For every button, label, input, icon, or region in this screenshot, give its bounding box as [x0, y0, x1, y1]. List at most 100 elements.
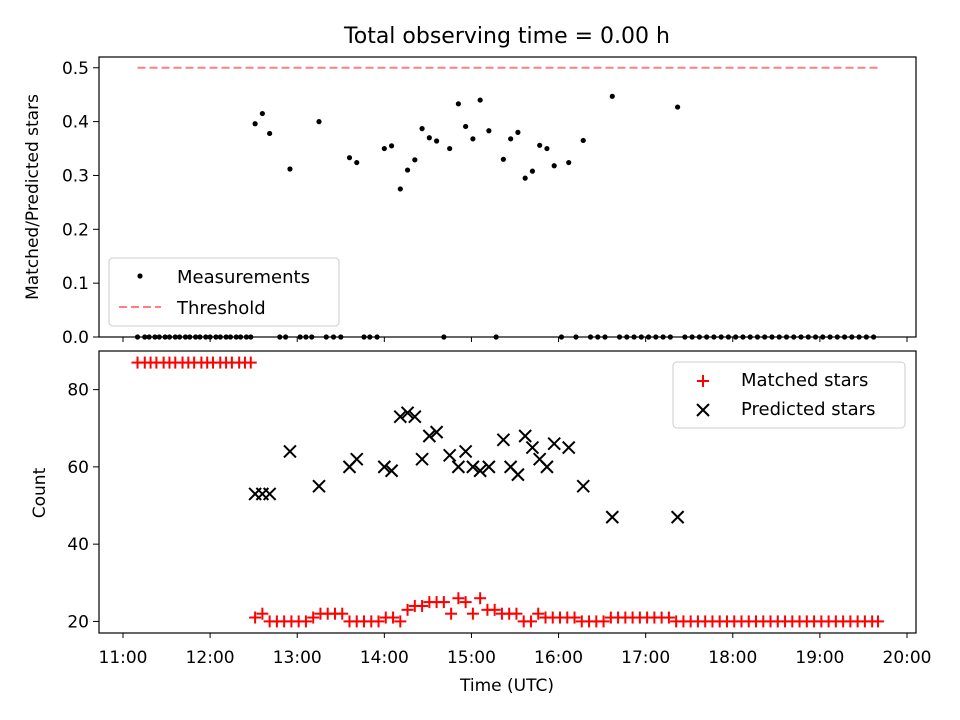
matched-stars-point [524, 615, 537, 628]
top-ylabel: Matched/Predicted stars [23, 94, 43, 300]
matched-stars-point [416, 599, 429, 612]
measurement-point [412, 157, 418, 163]
x-tick-label: 17:00 [621, 648, 670, 668]
predicted-stars-point [511, 467, 525, 482]
matched-stars-point [871, 615, 884, 628]
y-tick-label: 40 [67, 535, 89, 555]
bottom-legend-matched-label: Matched stars [741, 370, 868, 391]
measurement-point [515, 129, 521, 135]
predicted-stars-point [442, 448, 457, 463]
predicted-stars-point [466, 460, 480, 474]
measurement-point [388, 143, 395, 149]
measurement-point [486, 128, 492, 134]
matched-stars-point [336, 607, 349, 620]
predicted-stars-point [562, 440, 576, 455]
predicted-stars-point [473, 464, 487, 478]
x-tick-label: 13:00 [273, 648, 322, 668]
predicted-stars-point [429, 425, 444, 439]
bottom-legend-predicted-marker [696, 403, 710, 417]
y-tick-label: 60 [67, 458, 89, 478]
predicted-stars-point [451, 460, 466, 474]
y-tick-label: 0.4 [62, 113, 89, 133]
bottom-plot-frame [98, 350, 917, 634]
measurement-point [675, 104, 681, 110]
matched-stars-point [445, 607, 458, 620]
measurement-point [287, 166, 293, 172]
measurement-point [354, 159, 360, 166]
matched-stars-point [597, 615, 610, 628]
x-tick-label: 12:00 [186, 648, 235, 668]
measurement-point [463, 123, 469, 130]
measurement-point [609, 93, 615, 99]
predicted-stars-point [525, 440, 540, 455]
bottom-legend-predicted-label: Predicted stars [741, 399, 875, 420]
measurement-point [508, 136, 514, 142]
top-legend-measurements-marker [137, 273, 143, 279]
y-tick-label: 0.2 [62, 220, 89, 240]
measurement-point [529, 168, 536, 174]
predicted-stars-point [458, 444, 473, 459]
matched-stars-point [394, 615, 407, 628]
measurement-point [316, 119, 322, 125]
matched-stars-point [452, 592, 465, 605]
matched-stars-point [244, 356, 257, 369]
predicted-stars-point [384, 464, 399, 478]
matched-stars-point [488, 603, 501, 616]
predicted-stars-point [422, 429, 437, 443]
predicted-stars-point [547, 437, 561, 451]
bottom-panel: 20 40 60 80 11:00 12:00 13:00 14:00 15:00 16:00 17… [30, 350, 932, 668]
x-tick-label: 18:00 [708, 648, 757, 668]
measurement-point [537, 142, 543, 148]
y-tick-label: 0.1 [62, 274, 89, 294]
bottom-panel-marks [131, 356, 884, 628]
matched-stars-point [256, 607, 269, 620]
measurement-point [477, 97, 483, 103]
predicted-stars-point [312, 479, 326, 493]
top-plot-frame [98, 56, 917, 338]
predicted-stars-point [393, 409, 408, 424]
measurement-point [566, 159, 572, 166]
y-tick-label: 20 [67, 612, 89, 632]
top-panel-marks [134, 66, 878, 340]
bottom-legend-box [672, 361, 906, 429]
predicted-stars-point [540, 460, 554, 474]
x-tick-label: 16:00 [534, 648, 583, 668]
predicted-stars-point [482, 460, 496, 474]
measurement-point [381, 145, 387, 152]
measurement-point [544, 145, 550, 152]
measurement-point [551, 163, 557, 169]
x-tick-label: 11:00 [99, 648, 148, 668]
predicted-stars-point [670, 510, 685, 524]
bottom-ylabel: Count [30, 467, 50, 518]
matched-stars-point [466, 607, 479, 620]
measurement-point [259, 110, 265, 117]
figure-title: Total observing time = 0.00 h [343, 24, 670, 49]
matched-stars-point [437, 596, 450, 609]
measurement-point [346, 155, 353, 161]
top-legend-measurements-label: Measurements [177, 267, 310, 288]
measurement-point [267, 130, 273, 137]
matched-stars-point [387, 611, 400, 624]
matched-stars-point [459, 596, 472, 609]
measurement-point [470, 136, 476, 142]
measurement-point [434, 138, 440, 144]
measurement-point [455, 101, 461, 107]
measurement-point [580, 137, 586, 144]
measurement-point [447, 145, 453, 152]
matched-stars-point [401, 603, 414, 616]
measurement-point [522, 175, 528, 181]
top-legend-threshold-label: Threshold [176, 298, 266, 319]
y-tick-label: 0.3 [62, 166, 89, 186]
x-tick-label: 19:00 [795, 648, 844, 668]
matched-stars-point [307, 611, 320, 624]
matched-stars-point [299, 615, 312, 628]
bottom-panel-axes: 20 40 60 80 11:00 12:00 13:00 14:00 15:00 16:00 17… [67, 381, 931, 668]
matched-stars-point [474, 592, 487, 605]
x-tick-label: 14:00 [360, 648, 409, 668]
predicted-stars-point [400, 406, 415, 420]
matched-stars-point [510, 607, 523, 620]
y-tick-label: 80 [67, 381, 89, 401]
predicted-stars-point [377, 460, 392, 474]
predicted-stars-point [518, 429, 532, 443]
